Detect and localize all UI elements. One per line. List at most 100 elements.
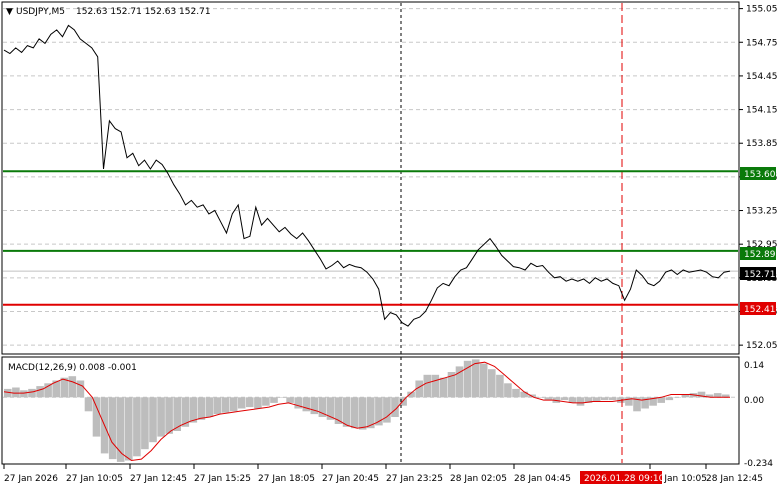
macd-bar <box>84 397 93 412</box>
macd-bar <box>173 397 181 431</box>
macd-bar <box>609 397 617 401</box>
macd-bar <box>358 397 367 430</box>
macd-bar <box>383 397 391 423</box>
macd-bar <box>189 397 198 423</box>
macd-bar <box>407 391 415 398</box>
macd-bar <box>681 394 690 398</box>
macd-bar <box>641 397 649 409</box>
macd-bar <box>125 397 133 461</box>
x-tick-label: 27 Jan 20:45 <box>322 474 379 484</box>
macd-bar <box>488 369 496 398</box>
macd-bar <box>584 397 593 403</box>
symbol-arrow[interactable]: ▼ <box>6 7 13 17</box>
macd-bar <box>286 397 294 403</box>
macd-axis-top: 0.14 <box>744 361 764 371</box>
ohlc-values: 152.63 152.71 152.63 152.71 <box>76 7 211 17</box>
macd-bar <box>197 397 206 420</box>
macd-bar <box>625 397 633 406</box>
macd-bar <box>213 397 222 415</box>
time-axis[interactable]: 27 Jan 2026 27 Jan 10:05 27 Jan 12:45 27 Ja… <box>3 464 763 484</box>
y-tick-label: 153.25 <box>746 207 778 217</box>
y-tick-label: 155.05 <box>746 5 778 15</box>
macd-bar <box>246 397 254 408</box>
macd-bar <box>471 359 480 398</box>
macd-bar <box>673 397 682 398</box>
macd-bar <box>649 397 657 406</box>
x-tick-label: 27 Jan 18:05 <box>258 474 315 484</box>
macd-bar <box>270 397 278 403</box>
macd-bar <box>713 393 722 398</box>
macd-signal-line <box>3 361 730 462</box>
macd-bar <box>28 388 36 398</box>
tag-current: 152.71 <box>740 267 776 280</box>
macd-bar <box>157 397 165 437</box>
macd-bar <box>544 397 553 401</box>
macd-bar <box>133 397 141 457</box>
macd-bar <box>479 363 488 398</box>
macd-bar <box>447 372 456 398</box>
macd-bar <box>423 374 432 398</box>
macd-bar <box>592 397 601 402</box>
macd-bar <box>665 397 674 401</box>
macd-bar <box>141 397 149 450</box>
x-tick-label: 28 Jan 12:45 <box>706 474 763 484</box>
macd-bar <box>254 397 262 409</box>
macd-bar <box>367 397 375 429</box>
y-tick-label: 154.75 <box>746 38 778 48</box>
macd-bar <box>76 380 85 398</box>
y-tick-label: 154.15 <box>746 106 778 116</box>
macd-bar <box>657 397 665 403</box>
macd-bar <box>705 394 714 398</box>
x-tick-label: 28 Jan 02:05 <box>450 474 507 484</box>
macd-bar <box>310 397 319 415</box>
tag-red: 152.41 <box>740 302 776 315</box>
macd-bar <box>181 397 190 427</box>
y-tick-label: 152.95 <box>746 240 778 250</box>
y-tick-label: 154.45 <box>746 72 778 82</box>
macd-bar <box>12 387 20 398</box>
macd-bar <box>221 397 230 413</box>
macd-bar <box>302 397 311 412</box>
macd-bar <box>633 397 641 412</box>
macd-bar <box>318 397 327 417</box>
macd-bar <box>149 397 157 443</box>
tag-green-lower: 152.89 <box>740 247 776 260</box>
macd-bar <box>229 397 238 412</box>
macd-bar <box>68 376 77 398</box>
x-tick-label: 27 Jan 10:05 <box>66 474 123 484</box>
macd-bar <box>504 383 512 398</box>
macd-bar <box>116 397 125 462</box>
macd-bar <box>20 390 28 398</box>
tag-green-upper-text: 153.60 <box>744 170 776 180</box>
macd-bar <box>560 397 569 401</box>
macd-bar <box>60 377 69 398</box>
macd-bar <box>278 397 286 398</box>
horizontal-levels <box>3 170 738 306</box>
macd-bar <box>600 397 609 401</box>
symbol-label: USDJPY,M5 <box>16 7 65 17</box>
macd-bar <box>52 380 60 398</box>
x-tick-label: 27 Jan 15:25 <box>194 474 251 484</box>
macd-bar <box>431 374 440 398</box>
tag-green-lower-text: 152.89 <box>744 250 776 260</box>
macd-bar <box>415 380 423 398</box>
time-highlight-tag: 2026.01.28 09:10 <box>580 471 665 484</box>
macd-bar <box>262 397 270 406</box>
time-highlight-text: 2026.01.28 09:10 <box>584 474 665 484</box>
x-tick-label: 27 Jan 2026 <box>4 474 58 484</box>
macd-axis-zero: 0.00 <box>744 396 764 406</box>
macd-bar <box>439 377 448 398</box>
macd-bar <box>36 386 44 398</box>
macd-bar <box>4 388 12 398</box>
macd-bar <box>92 397 101 437</box>
macd-histogram <box>4 359 730 462</box>
macd-bar <box>536 397 544 398</box>
price-grid <box>3 8 738 398</box>
macd-bar <box>496 374 504 398</box>
macd-bar <box>391 397 399 417</box>
macd-bar <box>44 383 52 398</box>
macd-bar <box>237 397 246 409</box>
x-tick-label: 28 Jan 10:05 <box>650 474 707 484</box>
price-line <box>3 24 731 327</box>
